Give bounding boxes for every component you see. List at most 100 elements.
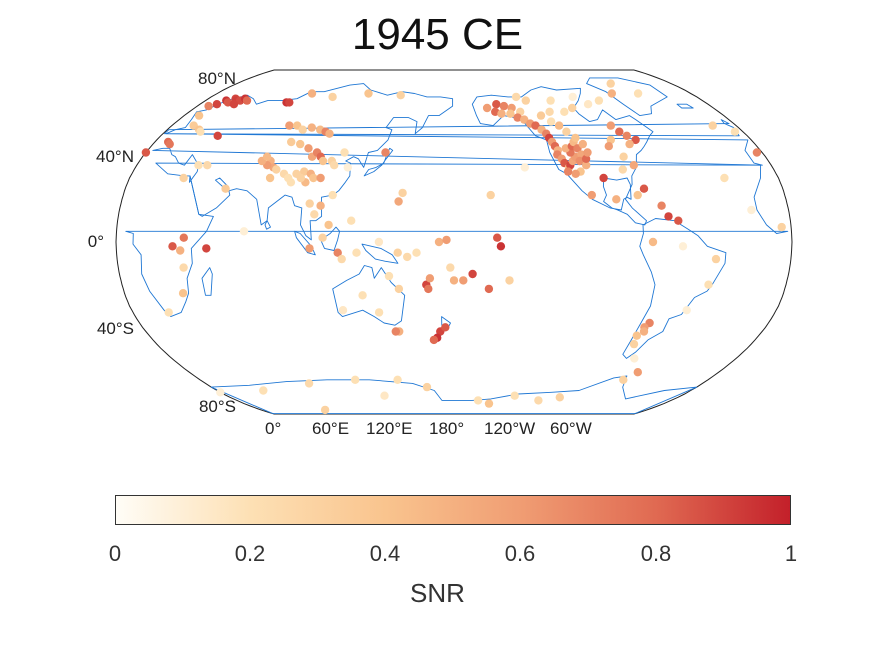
data-point-216 <box>720 173 729 183</box>
data-point-125 <box>531 121 540 130</box>
data-point-63 <box>316 201 325 210</box>
data-point-12 <box>307 89 317 98</box>
data-point-32 <box>287 137 296 147</box>
data-point-15 <box>396 91 405 100</box>
data-point-171 <box>615 127 624 136</box>
data-point-62 <box>305 199 314 208</box>
data-point-120 <box>506 109 515 118</box>
data-point-52 <box>286 178 296 187</box>
colorbar-tick-0: 0 <box>108 541 122 566</box>
coast-antarctica <box>210 375 698 415</box>
data-point-183 <box>612 195 621 204</box>
map-frame <box>115 69 793 415</box>
data-point-110 <box>194 161 203 170</box>
coast-sri-lanka <box>264 220 271 230</box>
data-point-172 <box>622 131 631 140</box>
data-point-204 <box>422 382 432 392</box>
data-point-99 <box>358 291 367 300</box>
data-point-89 <box>424 284 433 294</box>
data-point-14 <box>364 89 373 98</box>
data-point-203 <box>380 391 389 400</box>
data-point-156 <box>546 117 556 126</box>
lon-label-60w: 60°W <box>550 419 592 438</box>
data-point-66 <box>328 190 337 200</box>
data-point-114 <box>482 103 492 113</box>
data-point-77 <box>412 248 421 257</box>
data-point-175 <box>606 135 615 145</box>
data-point-91 <box>384 271 394 281</box>
data-point-219 <box>486 190 495 200</box>
data-point-179 <box>599 173 608 183</box>
data-point-28 <box>307 123 316 132</box>
data-point-31 <box>325 129 334 138</box>
data-point-69 <box>347 216 356 225</box>
data-point-166 <box>511 92 521 102</box>
data-point-181 <box>639 184 649 193</box>
data-point-8 <box>204 101 213 111</box>
data-point-220 <box>520 163 529 172</box>
data-point-71 <box>333 248 342 257</box>
data-point-200 <box>619 375 628 384</box>
data-point-119 <box>497 109 506 118</box>
data-point-208 <box>259 386 268 395</box>
data-point-160 <box>568 103 577 113</box>
data-point-155 <box>554 121 564 130</box>
lon-label-60e: 60°E <box>312 419 350 438</box>
data-point-57 <box>316 173 325 183</box>
data-point-80 <box>446 263 455 272</box>
data-point-190 <box>711 254 721 264</box>
lat-label-0: 0° <box>87 232 104 251</box>
data-point-76 <box>403 252 412 262</box>
data-point-105 <box>202 244 211 253</box>
data-point-79 <box>442 235 451 245</box>
lon-label-0: 0° <box>265 419 282 438</box>
data-point-58 <box>343 163 352 172</box>
data-point-164 <box>546 96 555 105</box>
data-point-107 <box>178 289 188 298</box>
data-point-174 <box>625 139 634 149</box>
data-point-206 <box>484 399 494 408</box>
data-point-56 <box>262 152 272 161</box>
data-point-153 <box>571 133 580 143</box>
data-point-81 <box>468 269 477 279</box>
data-point-187 <box>674 216 683 225</box>
coast-greenland <box>586 77 668 117</box>
data-point-212 <box>555 393 564 402</box>
data-point-180 <box>618 165 627 174</box>
data-point-115 <box>492 100 501 109</box>
data-point-65 <box>318 233 327 242</box>
data-point-61 <box>310 210 319 219</box>
data-point-33 <box>296 139 305 149</box>
data-point-170 <box>606 121 615 130</box>
colorbar-tick-1: 1 <box>784 541 798 566</box>
data-point-83 <box>496 242 506 251</box>
data-point-94 <box>391 327 400 336</box>
coastlines <box>125 77 789 415</box>
data-point-49 <box>309 173 318 183</box>
lon-label-120e: 120°E <box>366 419 413 438</box>
data-point-188 <box>648 237 658 247</box>
data-point-111 <box>221 184 230 193</box>
data-point-0 <box>212 100 222 109</box>
data-point-163 <box>568 92 577 102</box>
colorbar-tick-0-2: 0.2 <box>234 541 266 566</box>
data-point-21 <box>213 131 222 140</box>
data-point-178 <box>629 161 638 170</box>
data-point-210 <box>216 388 225 397</box>
coast-great-britain <box>164 119 740 137</box>
data-point-84 <box>459 276 468 285</box>
data-point-215 <box>747 205 756 215</box>
data-point-92 <box>394 284 404 294</box>
colorbar <box>115 495 791 525</box>
data-point-59 <box>340 148 349 157</box>
data-point-217 <box>708 121 717 130</box>
data-point-207 <box>534 396 543 405</box>
data-point-177 <box>619 152 628 161</box>
coast-madagascar <box>201 267 213 296</box>
coast-australia <box>332 265 406 326</box>
coast-japan <box>363 147 394 177</box>
data-point-102 <box>168 242 177 251</box>
data-point-27 <box>298 125 307 134</box>
snr-points <box>141 79 786 415</box>
